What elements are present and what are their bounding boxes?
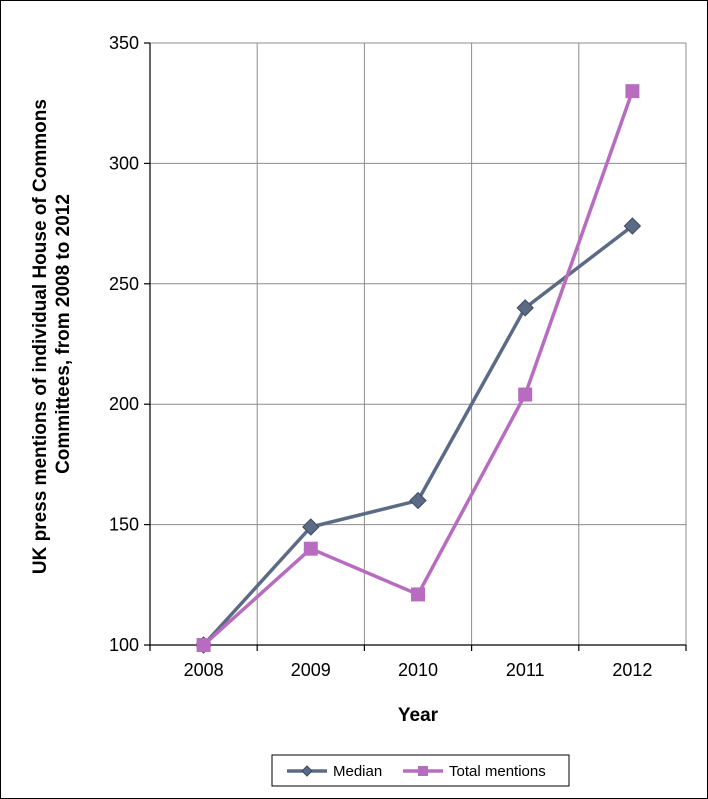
- legend-label-total-mentions: Total mentions: [449, 763, 546, 780]
- data-point-median-2012: [623, 217, 642, 235]
- x-tick-label-2009: 2009: [291, 660, 331, 680]
- y-tick-labels: 100 150 200 250 300 350: [109, 33, 139, 655]
- legend-label-median: Median: [333, 763, 382, 780]
- y-axis-title-line-2: Committees, from 2008 to 2012: [53, 194, 74, 474]
- x-tick-label-2010: 2010: [398, 660, 438, 680]
- gridlines: [150, 42, 687, 645]
- data-point-total-mentions-2009: [303, 541, 318, 556]
- legend-marker-median: [301, 765, 313, 777]
- x-tick-label-2008: 2008: [184, 660, 224, 680]
- data-point-median-2010: [409, 491, 427, 510]
- y-tick-label-150: 150: [109, 515, 139, 535]
- y-tick-label-300: 300: [109, 153, 139, 173]
- data-point-total-mentions-2008: [196, 638, 211, 652]
- x-tick-label-2011: 2011: [506, 660, 545, 680]
- data-point-median-2009: [302, 518, 320, 536]
- x-tick-labels: 2008 2009 2010 2011 2012: [184, 660, 653, 680]
- data-point-total-mentions-2011: [518, 387, 533, 402]
- y-tick-label-250: 250: [109, 274, 139, 294]
- x-axis-title: Year: [398, 705, 439, 726]
- y-axis-title: UK press mentions of individual House of…: [30, 94, 74, 574]
- y-axis-title-line-1: UK press mentions of individual House of…: [30, 99, 51, 574]
- x-tick-label-2012: 2012: [612, 660, 652, 680]
- series-group: [194, 84, 642, 654]
- y-tick-label-100: 100: [109, 635, 139, 655]
- y-tick-label-350: 350: [109, 33, 139, 53]
- legend: Median Total mentions: [271, 754, 570, 787]
- data-point-total-mentions-2012: [625, 84, 640, 99]
- legend-marker-total-mentions: [418, 766, 428, 776]
- series-line-median: [202, 224, 634, 647]
- axes: [144, 42, 687, 651]
- data-point-total-mentions-2010: [411, 587, 425, 602]
- series-line-total-mentions: [202, 90, 635, 647]
- series-total-mentions: [196, 84, 640, 652]
- data-point-median-2011: [516, 299, 534, 317]
- y-tick-label-200: 200: [109, 394, 139, 414]
